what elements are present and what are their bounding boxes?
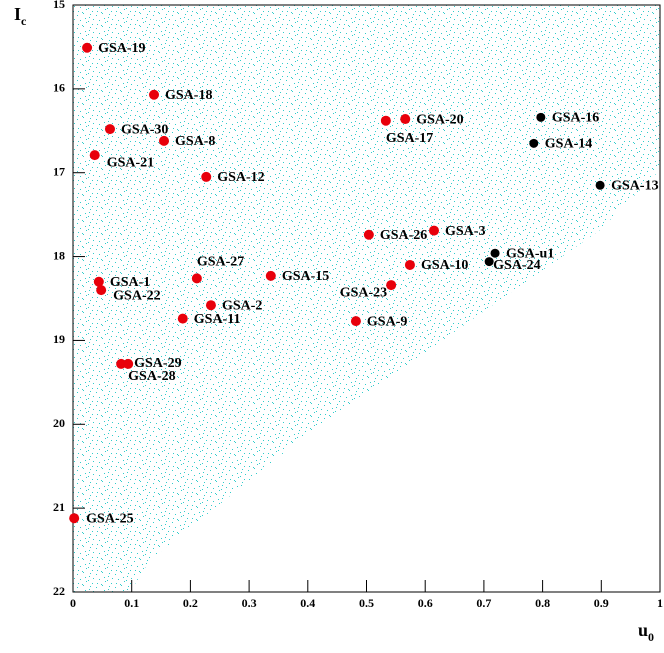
point [536,112,546,122]
y-axis-title-sub: c [21,14,27,28]
point [93,276,104,287]
y-axis-title: Ic [14,4,27,28]
point-label: GSA-25 [86,511,133,526]
point [69,513,80,524]
point [404,259,415,270]
y-tick-label: 17 [53,164,65,178]
point-label: GSA-11 [194,312,241,327]
point [429,225,440,236]
y-tick-label: 16 [53,81,65,95]
point-label: GSA-u1 [506,246,554,261]
point-label: GSA-26 [380,228,427,243]
point-label: GSA-15 [282,269,329,284]
point [96,285,107,296]
x-tick-label: 0.3 [242,596,257,610]
point-label: GSA-10 [421,258,468,273]
point-label: GSA-22 [113,288,160,303]
point [116,358,127,369]
point [205,300,216,311]
x-tick-label: 0.1 [124,596,139,610]
point-label: GSA-23 [340,285,387,300]
point-label: GSA-30 [121,122,168,137]
point-label: GSA-12 [217,170,264,185]
point-label: GSA-3 [445,224,485,239]
point [89,150,100,161]
y-tick-label: 21 [53,500,65,514]
point [595,180,605,190]
point [158,135,169,146]
x-tick-label: 0.7 [476,596,491,610]
point [191,273,202,284]
point [363,229,374,240]
y-tick-label: 15 [53,0,65,11]
point-label: GSA-28 [128,369,175,384]
point [123,358,134,369]
x-tick-label: 0.2 [183,596,198,610]
x-tick-label: 0.8 [535,596,550,610]
point [82,42,93,53]
point-label: GSA-16 [552,111,599,126]
y-tick-label: 19 [53,332,65,346]
point [265,270,276,281]
x-tick-label: 0.4 [300,596,315,610]
y-tick-label: 20 [53,416,65,430]
point [400,114,411,125]
point-label: GSA-9 [367,314,407,329]
point-label: GSA-21 [107,155,154,170]
y-tick-label: 18 [53,248,65,262]
x-axis-title: u0 [638,620,654,644]
point-label: GSA-27 [197,255,244,270]
simulation-cloud [73,5,660,592]
y-tick-label: 22 [53,584,65,598]
point-label: GSA-29 [134,356,181,371]
y-axis-title-main: I [14,4,21,24]
point [149,89,160,100]
point-label: GSA-1 [110,275,150,290]
point [386,280,397,291]
x-tick-label: 1 [657,596,663,610]
point [177,313,188,324]
point-label: GSA-8 [175,134,215,149]
point [484,257,494,267]
point-label: GSA-24 [493,258,540,273]
point-label: GSA-19 [98,41,145,56]
point-label: GSA-18 [165,88,212,103]
point-label: GSA-20 [416,112,463,127]
x-axis-title-main: u [638,620,648,640]
x-tick-label: 0.6 [418,596,433,610]
x-tick-label: 0.9 [594,596,609,610]
point [490,248,500,258]
point-label: GSA-17 [386,131,433,146]
point-label: GSA-14 [545,137,592,152]
point [380,115,391,126]
point [201,171,212,182]
point [104,124,115,135]
point-label: GSA-13 [611,179,658,194]
point-label: GSA-2 [222,298,262,313]
x-tick-label: 0 [70,596,76,610]
x-tick-label: 0.5 [359,596,374,610]
x-axis-title-sub: 0 [648,630,654,644]
point [350,316,361,327]
point [529,138,539,148]
